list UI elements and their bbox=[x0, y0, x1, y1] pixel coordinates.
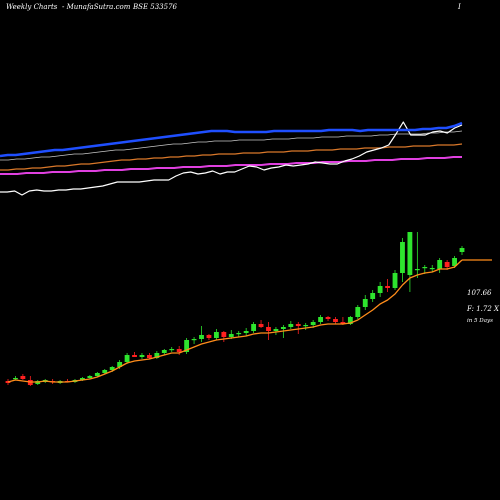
candle-body bbox=[273, 329, 279, 331]
ema-gray-line bbox=[0, 130, 463, 161]
candle-body bbox=[310, 322, 316, 325]
candle-body bbox=[303, 325, 309, 327]
change-label: F: 1.72 X bbox=[467, 305, 499, 313]
candle-body bbox=[459, 248, 465, 252]
candle-body bbox=[422, 267, 428, 269]
symbol-label: BSE 533576 bbox=[133, 3, 177, 11]
candle-body bbox=[355, 307, 361, 317]
candle-body bbox=[400, 242, 405, 273]
ema-short-line bbox=[7, 259, 463, 383]
candle-body bbox=[228, 334, 234, 337]
candle-body bbox=[243, 331, 249, 333]
candle-body bbox=[102, 370, 108, 373]
ema-orange-line bbox=[0, 143, 463, 171]
candle-body bbox=[251, 324, 257, 331]
candle-body bbox=[13, 378, 18, 380]
candle-body bbox=[87, 376, 93, 378]
candle-body bbox=[288, 324, 294, 327]
candle-body bbox=[347, 317, 353, 324]
candle-body bbox=[266, 327, 271, 331]
candle-body bbox=[333, 319, 338, 322]
candle-body bbox=[80, 378, 85, 380]
candle-body bbox=[377, 286, 383, 293]
candle-body bbox=[132, 355, 137, 357]
candle-body bbox=[236, 333, 242, 335]
candle-body bbox=[213, 332, 219, 338]
chart-type-label: Weekly Charts bbox=[6, 3, 58, 11]
candle-body bbox=[146, 355, 152, 358]
last-price-label: 107.66 bbox=[467, 289, 492, 297]
candle-body bbox=[176, 349, 182, 352]
candle-body bbox=[340, 322, 346, 324]
candle-body bbox=[154, 353, 160, 358]
candle-body bbox=[444, 262, 450, 267]
candle-body bbox=[206, 335, 212, 338]
candle-body bbox=[429, 268, 435, 270]
candle-body bbox=[325, 317, 331, 319]
candle-body bbox=[109, 367, 115, 370]
candle-body bbox=[184, 340, 190, 352]
candle-body bbox=[258, 324, 264, 327]
candle-body bbox=[385, 286, 390, 288]
candle-body bbox=[392, 273, 398, 288]
candle-body bbox=[295, 324, 301, 326]
candle-body bbox=[280, 327, 286, 329]
ema-magenta-line bbox=[0, 156, 462, 175]
candle-body bbox=[407, 232, 413, 275]
candle-body bbox=[437, 260, 443, 269]
candle-body bbox=[20, 376, 26, 379]
candle-body bbox=[94, 373, 100, 376]
candle-body bbox=[370, 293, 376, 299]
candle-body bbox=[124, 355, 130, 362]
candle-body bbox=[117, 362, 123, 367]
marker-label: I bbox=[458, 3, 461, 11]
candle-body bbox=[161, 350, 167, 353]
ema-blue-line bbox=[0, 121, 463, 158]
candle-body bbox=[169, 349, 175, 351]
candle-body bbox=[318, 317, 324, 322]
period-label: in 5 Days bbox=[467, 318, 493, 324]
candle-body bbox=[362, 299, 368, 307]
candle-body bbox=[199, 335, 204, 339]
price-close-line bbox=[0, 121, 463, 196]
candle-body bbox=[414, 269, 420, 271]
candle-body bbox=[139, 355, 145, 357]
site-label: - MunafaSutra.com bbox=[62, 3, 131, 11]
candle-body bbox=[191, 339, 197, 341]
candle-body bbox=[452, 258, 457, 266]
candle-body bbox=[221, 332, 227, 337]
